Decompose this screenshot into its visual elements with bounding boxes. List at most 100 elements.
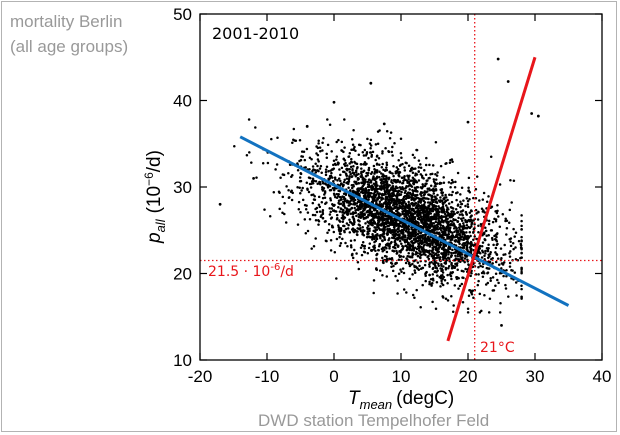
data-point bbox=[391, 185, 395, 188]
data-point bbox=[307, 176, 311, 179]
data-point bbox=[450, 266, 454, 270]
data-point bbox=[335, 196, 339, 199]
data-point bbox=[466, 311, 470, 314]
data-point bbox=[400, 270, 403, 273]
data-point bbox=[349, 244, 353, 247]
data-point bbox=[348, 176, 351, 180]
data-point bbox=[347, 155, 351, 158]
data-point bbox=[346, 244, 349, 248]
data-point bbox=[428, 280, 431, 284]
data-point bbox=[390, 265, 393, 269]
data-point bbox=[338, 244, 342, 248]
data-point bbox=[357, 182, 360, 185]
data-point bbox=[431, 248, 434, 252]
data-point bbox=[341, 237, 344, 241]
data-point bbox=[425, 225, 428, 229]
data-point bbox=[493, 237, 497, 241]
data-point bbox=[439, 164, 443, 168]
data-point bbox=[494, 260, 498, 264]
data-point bbox=[367, 221, 371, 225]
data-point bbox=[478, 311, 482, 314]
data-point bbox=[450, 271, 453, 275]
data-point bbox=[373, 208, 376, 212]
data-point bbox=[427, 193, 431, 197]
data-point bbox=[386, 228, 389, 231]
data-point bbox=[326, 143, 330, 147]
data-point bbox=[409, 211, 412, 214]
data-point bbox=[396, 244, 399, 248]
data-point bbox=[410, 202, 413, 205]
data-point bbox=[414, 189, 418, 193]
data-point bbox=[366, 137, 369, 141]
data-point bbox=[319, 164, 323, 168]
data-point bbox=[496, 203, 499, 207]
data-point bbox=[359, 213, 363, 216]
data-point bbox=[370, 200, 374, 204]
data-point bbox=[461, 232, 464, 236]
y-reference-label: 21.5 · 10-6/d bbox=[208, 262, 294, 280]
data-point bbox=[393, 243, 397, 247]
data-point bbox=[411, 171, 415, 175]
data-point bbox=[352, 222, 356, 226]
data-point bbox=[378, 242, 382, 246]
data-point bbox=[387, 217, 390, 220]
data-point bbox=[372, 187, 375, 190]
data-point bbox=[420, 221, 423, 224]
data-point bbox=[348, 218, 351, 221]
data-point bbox=[345, 164, 349, 167]
data-point bbox=[434, 218, 438, 221]
data-point bbox=[433, 185, 436, 188]
data-point bbox=[428, 265, 431, 268]
data-point bbox=[430, 197, 433, 201]
data-point bbox=[387, 207, 391, 210]
data-point bbox=[373, 237, 376, 241]
data-point bbox=[342, 208, 345, 212]
data-point bbox=[332, 179, 335, 183]
data-point bbox=[428, 273, 431, 277]
data-point bbox=[362, 194, 366, 198]
data-point bbox=[408, 217, 412, 221]
data-point bbox=[453, 212, 456, 216]
data-point bbox=[388, 196, 391, 199]
data-point bbox=[268, 215, 272, 218]
data-point bbox=[439, 223, 443, 227]
data-point bbox=[378, 203, 381, 206]
data-point bbox=[449, 186, 452, 189]
data-point bbox=[483, 254, 486, 258]
data-point bbox=[486, 256, 490, 260]
data-point bbox=[423, 204, 426, 208]
data-point bbox=[492, 243, 495, 247]
data-point bbox=[371, 238, 374, 241]
data-point bbox=[383, 169, 387, 172]
data-point bbox=[300, 150, 304, 153]
data-point bbox=[383, 227, 386, 231]
data-point bbox=[490, 236, 494, 240]
data-point bbox=[491, 220, 495, 224]
data-point bbox=[356, 166, 359, 169]
data-point bbox=[441, 194, 444, 197]
data-point bbox=[393, 237, 396, 240]
data-point bbox=[370, 248, 374, 252]
data-point bbox=[435, 214, 439, 217]
data-point bbox=[471, 243, 474, 246]
data-point bbox=[322, 136, 325, 140]
data-point bbox=[441, 231, 444, 234]
data-point bbox=[348, 151, 352, 155]
data-point bbox=[419, 253, 422, 256]
data-point bbox=[405, 257, 408, 260]
data-point bbox=[413, 235, 417, 238]
data-point bbox=[247, 118, 251, 121]
data-point bbox=[459, 217, 463, 221]
data-point bbox=[317, 218, 320, 222]
data-point bbox=[369, 147, 372, 150]
data-point bbox=[428, 176, 431, 180]
data-point bbox=[481, 250, 485, 254]
data-point bbox=[412, 237, 416, 241]
data-point bbox=[429, 184, 433, 187]
data-point bbox=[342, 197, 346, 201]
data-point bbox=[381, 162, 384, 166]
data-point bbox=[359, 190, 363, 194]
data-point bbox=[388, 184, 391, 187]
data-point bbox=[386, 230, 389, 234]
data-point bbox=[477, 210, 480, 214]
